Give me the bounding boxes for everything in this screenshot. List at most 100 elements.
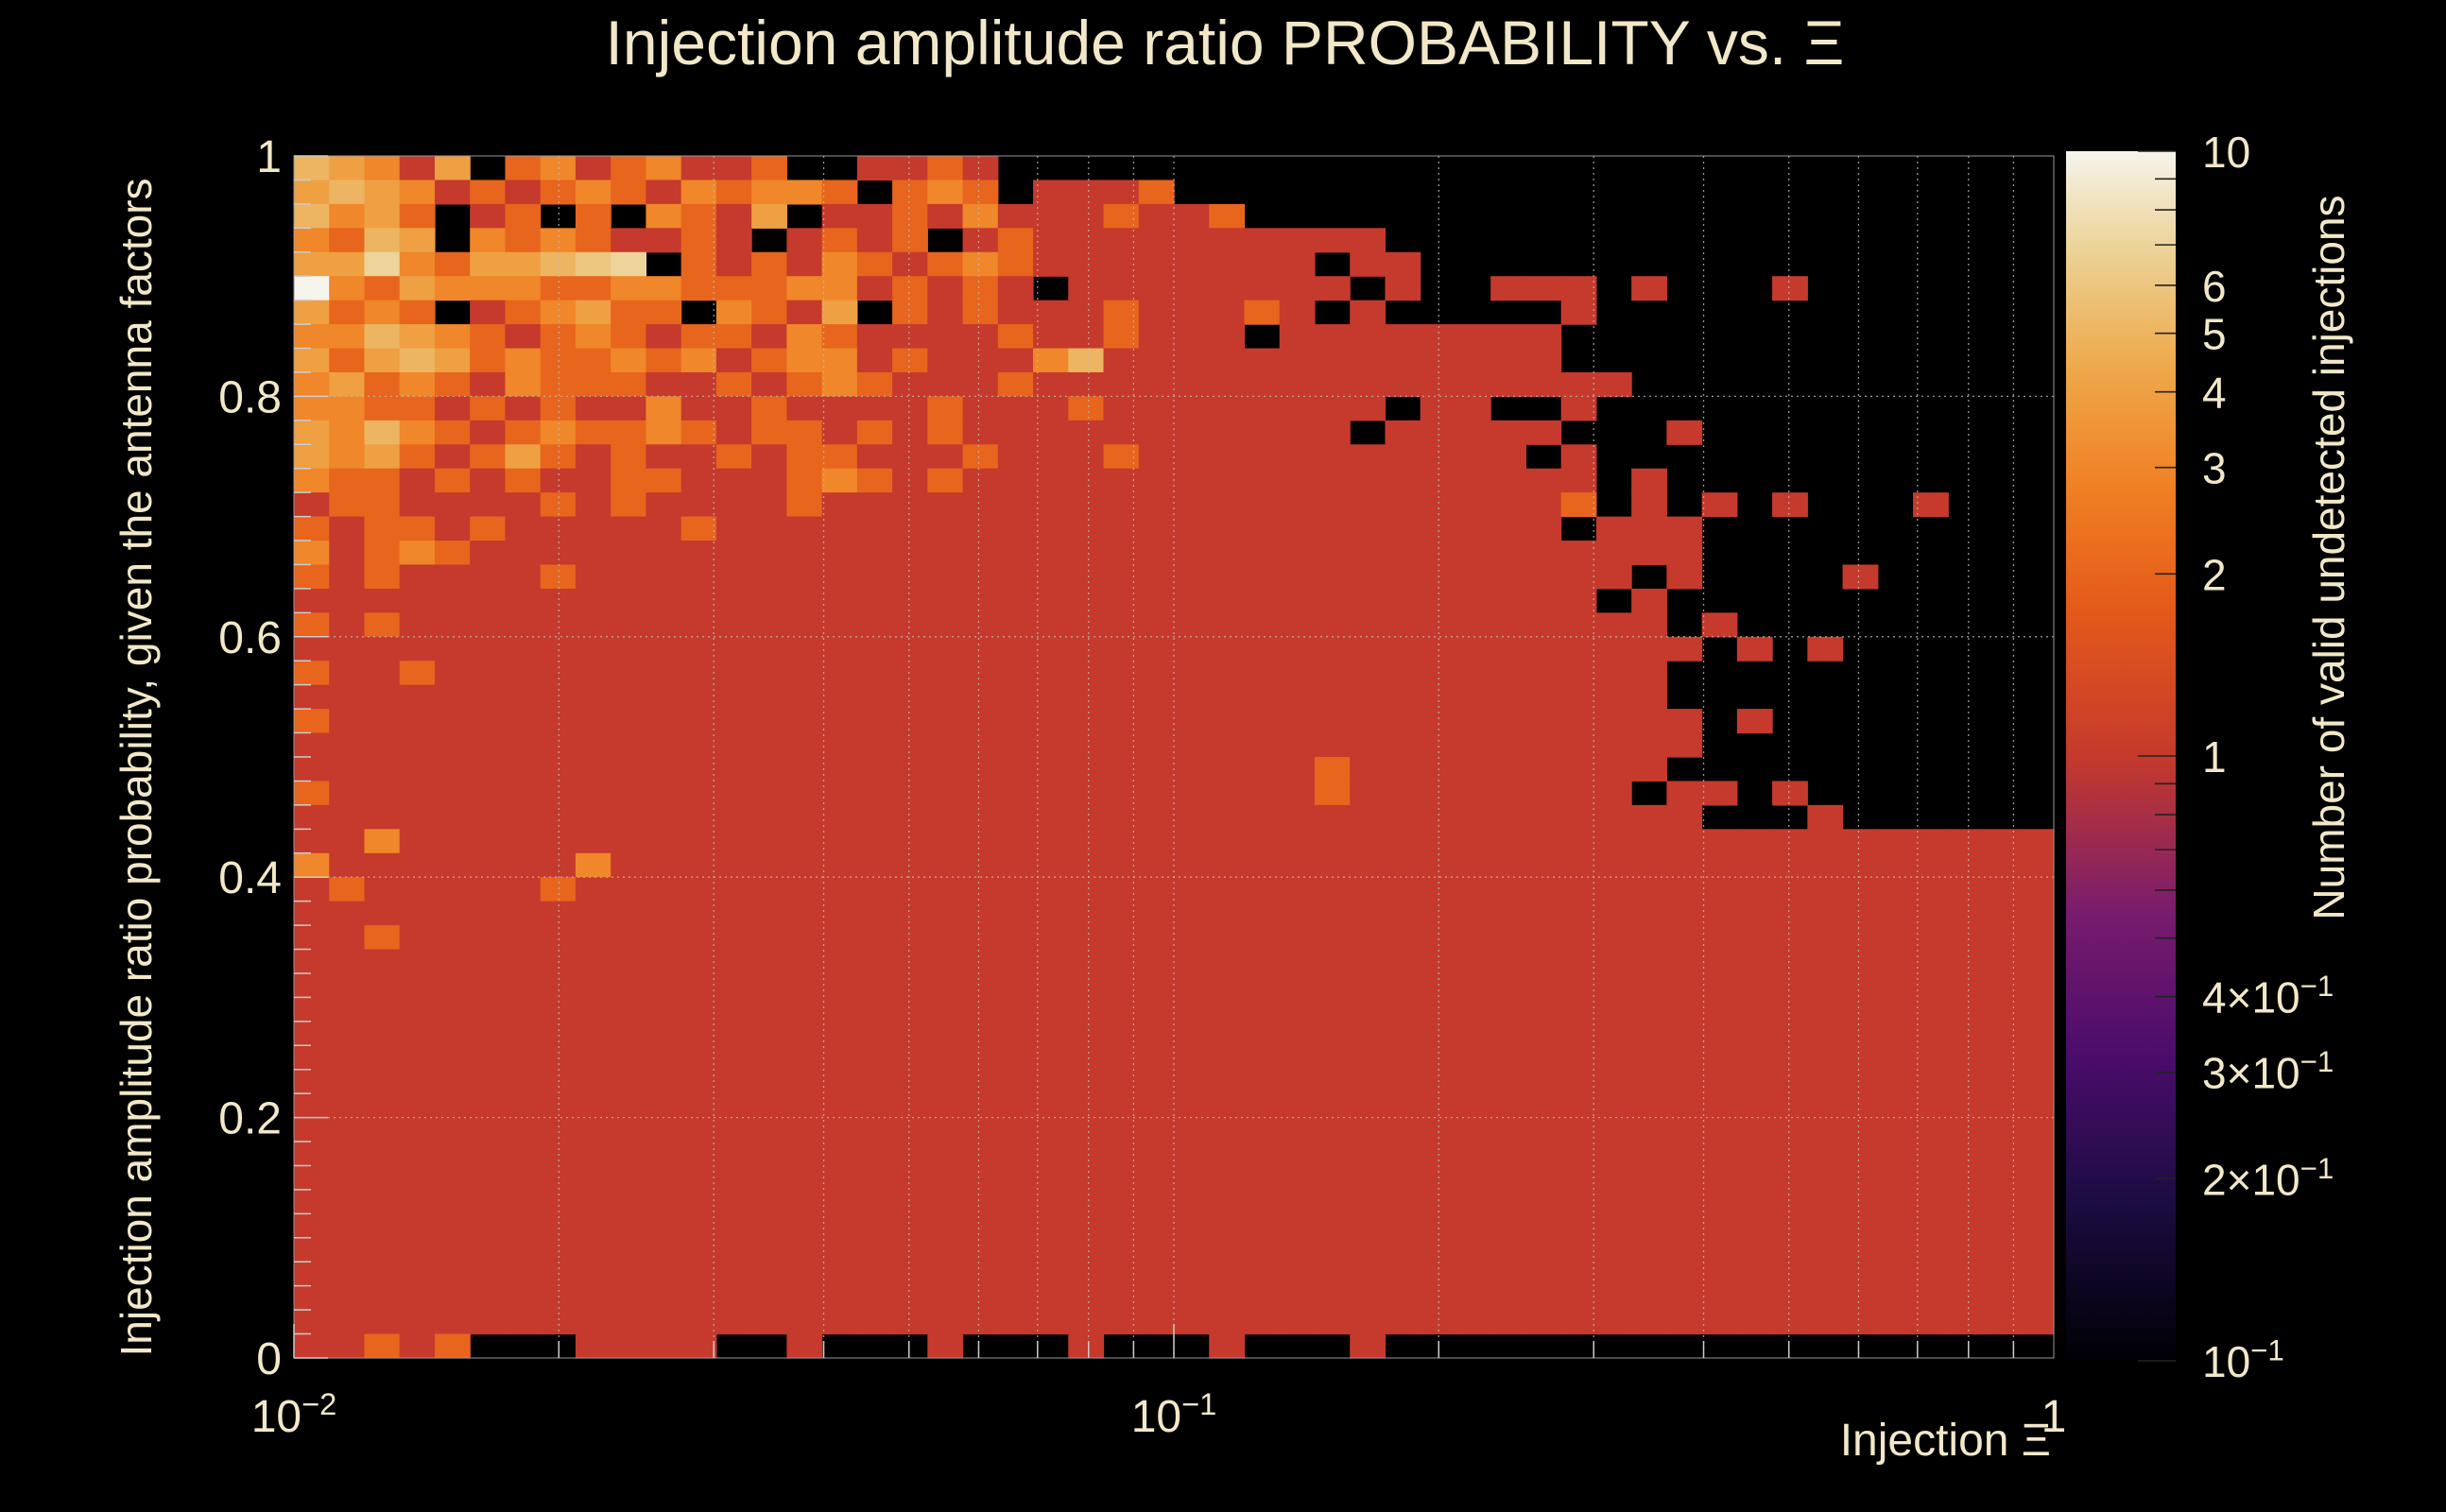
heatmap-cell	[1631, 1093, 1667, 1119]
heatmap-cell	[1560, 925, 1597, 951]
heatmap-cell	[1948, 972, 1985, 998]
heatmap-cell	[751, 300, 787, 325]
heatmap-cell	[1314, 1093, 1351, 1119]
heatmap-cell	[575, 1213, 612, 1239]
heatmap-cell	[505, 1093, 542, 1119]
heatmap-cell	[1420, 804, 1456, 830]
heatmap-cell	[364, 371, 401, 397]
heatmap-cell	[715, 1021, 752, 1046]
heatmap-cell	[715, 804, 752, 830]
heatmap-cell	[1209, 276, 1246, 301]
heatmap-cell	[680, 564, 717, 590]
heatmap-cell	[611, 541, 646, 566]
heatmap-cell	[1631, 1142, 1667, 1167]
heatmap-cell	[892, 541, 928, 566]
heatmap-cell	[1350, 371, 1387, 397]
heatmap-cell	[1525, 972, 1562, 998]
heatmap-cell	[751, 1262, 787, 1287]
heatmap-cell	[611, 492, 646, 518]
heatmap-cell	[1033, 588, 1069, 613]
heatmap-cell	[1068, 1021, 1105, 1046]
heatmap-cell	[892, 709, 928, 734]
heatmap-cell	[1736, 1093, 1773, 1119]
heatmap-cell	[680, 829, 717, 854]
heatmap-cell	[856, 1189, 893, 1214]
heatmap-cell	[856, 564, 893, 590]
heatmap-cell	[715, 1117, 752, 1143]
x-tick-label: 10−1	[1131, 1386, 1217, 1442]
heatmap-cell	[927, 588, 964, 613]
heatmap-cell	[646, 1117, 682, 1143]
heatmap-cell	[821, 468, 858, 493]
heatmap-cell	[1314, 588, 1351, 613]
heatmap-cell	[1877, 1045, 1914, 1071]
heatmap-cell	[786, 1262, 823, 1287]
heatmap-cell	[1807, 1310, 1844, 1335]
heatmap-cell	[856, 1285, 893, 1311]
heatmap-cell	[927, 997, 964, 1022]
heatmap-cell	[1842, 1237, 1879, 1263]
heatmap-cell	[1244, 468, 1281, 493]
heatmap-cell	[1279, 781, 1316, 806]
heatmap-cell	[1736, 1142, 1773, 1167]
heatmap-cell	[1595, 371, 1632, 397]
heatmap-cell	[962, 612, 999, 638]
heatmap-cell	[1068, 1189, 1105, 1214]
heatmap-cell	[1068, 1262, 1105, 1287]
heatmap-cell	[1490, 1117, 1526, 1143]
heatmap-cell	[1174, 228, 1210, 253]
heatmap-cell	[1772, 901, 1808, 926]
heatmap-cell	[1842, 1045, 1879, 1071]
heatmap-cell	[611, 949, 646, 974]
heatmap-cell	[540, 661, 577, 686]
heatmap-cell	[434, 396, 471, 421]
heatmap-cell	[329, 636, 366, 662]
heatmap-cell	[1631, 1189, 1667, 1214]
heatmap-cell	[294, 901, 330, 926]
heatmap-cell	[962, 564, 999, 590]
heatmap-cell	[680, 804, 717, 830]
heatmap-cell	[1033, 829, 1069, 854]
heatmap-cell	[540, 804, 577, 830]
heatmap-cell	[821, 757, 858, 782]
heatmap-cell	[364, 636, 401, 662]
heatmap-cell	[1385, 781, 1421, 806]
heatmap-cell	[329, 1310, 366, 1335]
heatmap-cell	[856, 1093, 893, 1119]
heatmap-cell	[505, 1069, 542, 1094]
heatmap-cell	[646, 228, 682, 253]
heatmap-cell	[1525, 661, 1562, 686]
heatmap-cell	[329, 1021, 366, 1046]
heatmap-cell	[1174, 251, 1210, 277]
heatmap-cell	[1350, 997, 1387, 1022]
heatmap-cell	[962, 203, 999, 229]
heatmap-cell	[1701, 1021, 1738, 1046]
heatmap-cell	[1983, 1285, 2020, 1311]
heatmap-cell	[434, 732, 471, 758]
heatmap-cell	[927, 732, 964, 758]
heatmap-cell	[434, 1021, 471, 1046]
heatmap-cell	[892, 203, 928, 229]
heatmap-cell	[1525, 829, 1562, 854]
heatmap-cell	[1138, 757, 1175, 782]
heatmap-cell	[1350, 949, 1387, 974]
heatmap-cell	[1209, 901, 1246, 926]
heatmap-cell	[1279, 684, 1316, 710]
heatmap-cell	[1350, 444, 1387, 470]
heatmap-cell	[1701, 492, 1738, 518]
heatmap-cell	[646, 564, 682, 590]
heatmap-cell	[1807, 877, 1844, 902]
heatmap-cell	[1385, 1165, 1421, 1191]
heatmap-cell	[1209, 949, 1246, 974]
heatmap-cell	[611, 588, 646, 613]
colorbar-tick-label: 4	[2202, 369, 2227, 418]
heatmap-cell	[1314, 925, 1351, 951]
heatmap-cell	[1736, 1165, 1773, 1191]
heatmap-cell	[1525, 348, 1562, 373]
heatmap-cell	[715, 661, 752, 686]
heatmap-cell	[1068, 492, 1105, 518]
heatmap-cell	[1772, 997, 1808, 1022]
heatmap-cell	[856, 732, 893, 758]
heatmap-cell	[364, 251, 401, 277]
heatmap-cell	[927, 972, 964, 998]
